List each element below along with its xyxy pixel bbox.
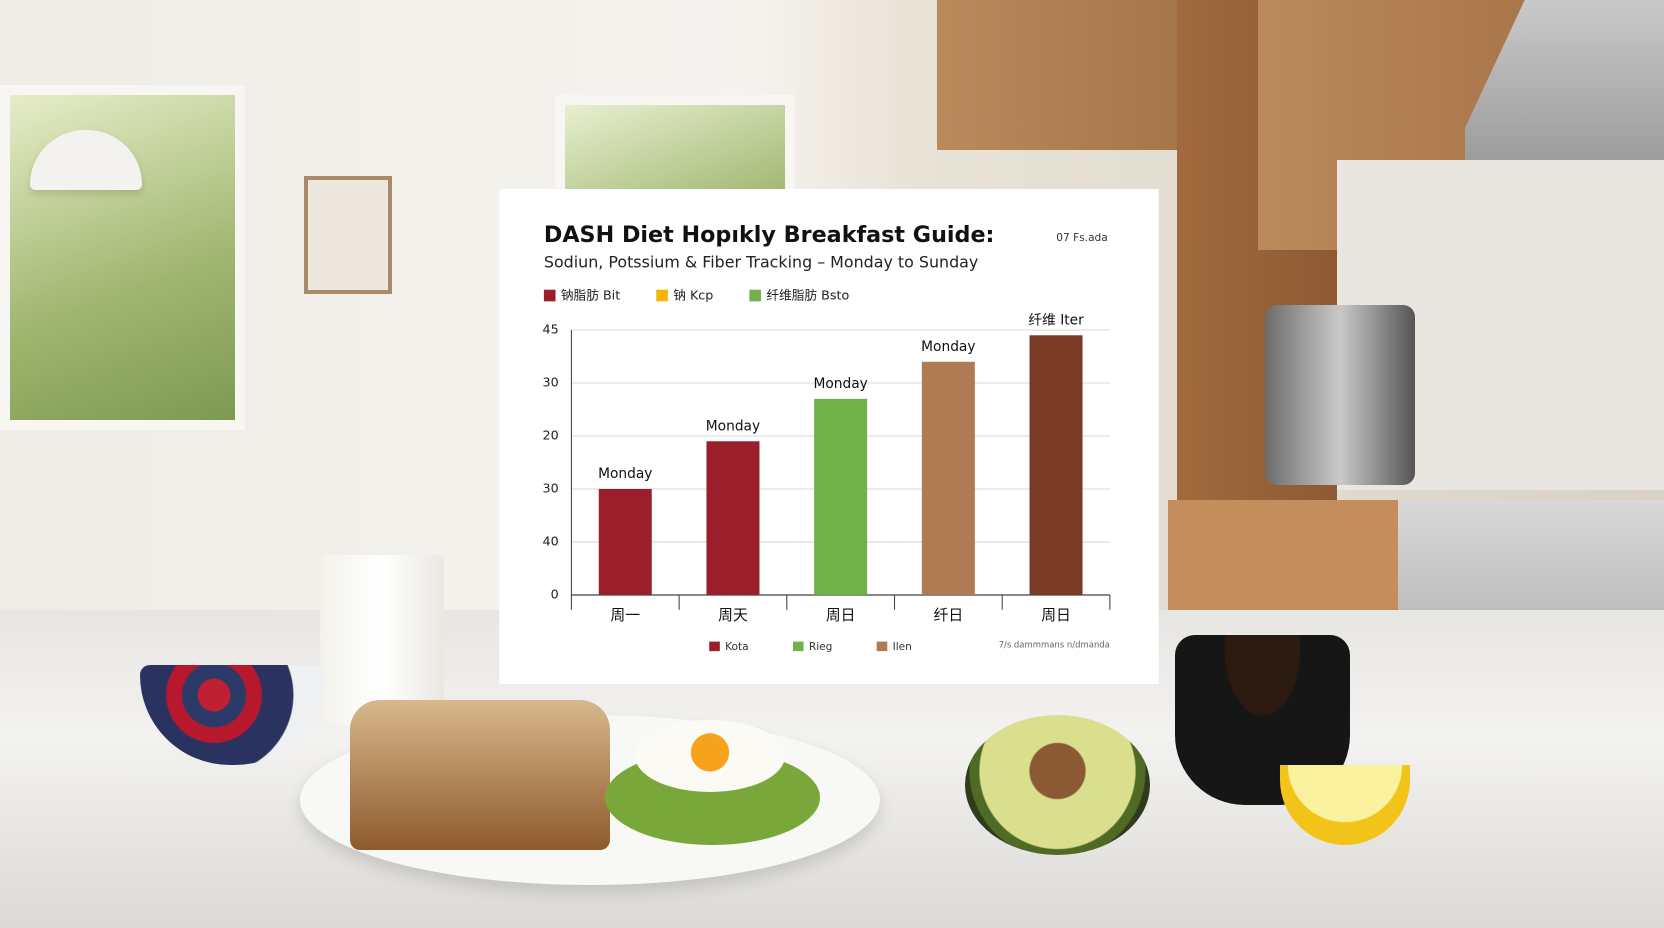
bar-label: Monday: [813, 376, 867, 392]
corner-note: 07 Fs.ada: [1056, 232, 1107, 244]
toast: [350, 700, 610, 850]
window: [0, 85, 245, 430]
chart-card: DASH Diet Hopıkly Breakfast Guide: Sodiu…: [499, 189, 1159, 684]
y-tick-label: 40: [543, 533, 559, 548]
bar: [814, 398, 868, 595]
legend-swatch: [543, 289, 556, 302]
bar-label: 纤维 Iter: [1028, 312, 1084, 328]
bar-label: Monday: [706, 418, 760, 434]
coffee-maker: [1265, 305, 1415, 485]
bar: [598, 488, 652, 595]
y-tick-label: 0: [551, 586, 559, 601]
y-tick-label: 45: [543, 321, 559, 336]
avocado: [965, 715, 1150, 855]
picture-frame: [304, 176, 392, 294]
footer-note: 7/s dammmans n/dmanda: [999, 639, 1110, 649]
y-tick-label: 20: [543, 427, 559, 442]
legend-label: Ilen: [893, 641, 912, 653]
legend-label: Kota: [725, 641, 749, 653]
legend-swatch: [656, 289, 668, 302]
chart-title: DASH Diet Hopıkly Breakfast Guide:: [544, 222, 995, 248]
y-tick-label: 30: [543, 480, 559, 495]
legend-swatch: [709, 641, 720, 652]
x-tick-label: 周日: [826, 607, 856, 624]
x-tick-label: 周一: [610, 607, 640, 624]
bar: [1029, 335, 1083, 595]
legend-label: Rieg: [809, 641, 833, 653]
x-tick-label: 周天: [718, 607, 748, 624]
chart-subtitle: Sodiun, Potssium & Fiber Tracking – Mond…: [544, 253, 978, 272]
legend-swatch: [876, 641, 888, 652]
legend-label: 钠脂肪 Bit: [561, 288, 620, 303]
legend-swatch: [792, 641, 804, 652]
legend-label: 钠 Kcp: [673, 288, 713, 303]
egg: [635, 720, 785, 792]
legend-swatch: [749, 289, 762, 302]
bar: [706, 441, 760, 595]
legend-label: 纤维脂肪 Bsto: [766, 288, 849, 303]
bar-label: Monday: [598, 466, 652, 482]
y-tick-label: 30: [543, 374, 559, 389]
x-tick-label: 纤日: [934, 607, 964, 624]
x-tick-label: 周日: [1041, 607, 1071, 624]
upper-cabinets: [937, 0, 1177, 150]
bar-label: Monday: [921, 339, 975, 355]
milk-glass: [320, 555, 444, 725]
bar: [921, 361, 975, 595]
